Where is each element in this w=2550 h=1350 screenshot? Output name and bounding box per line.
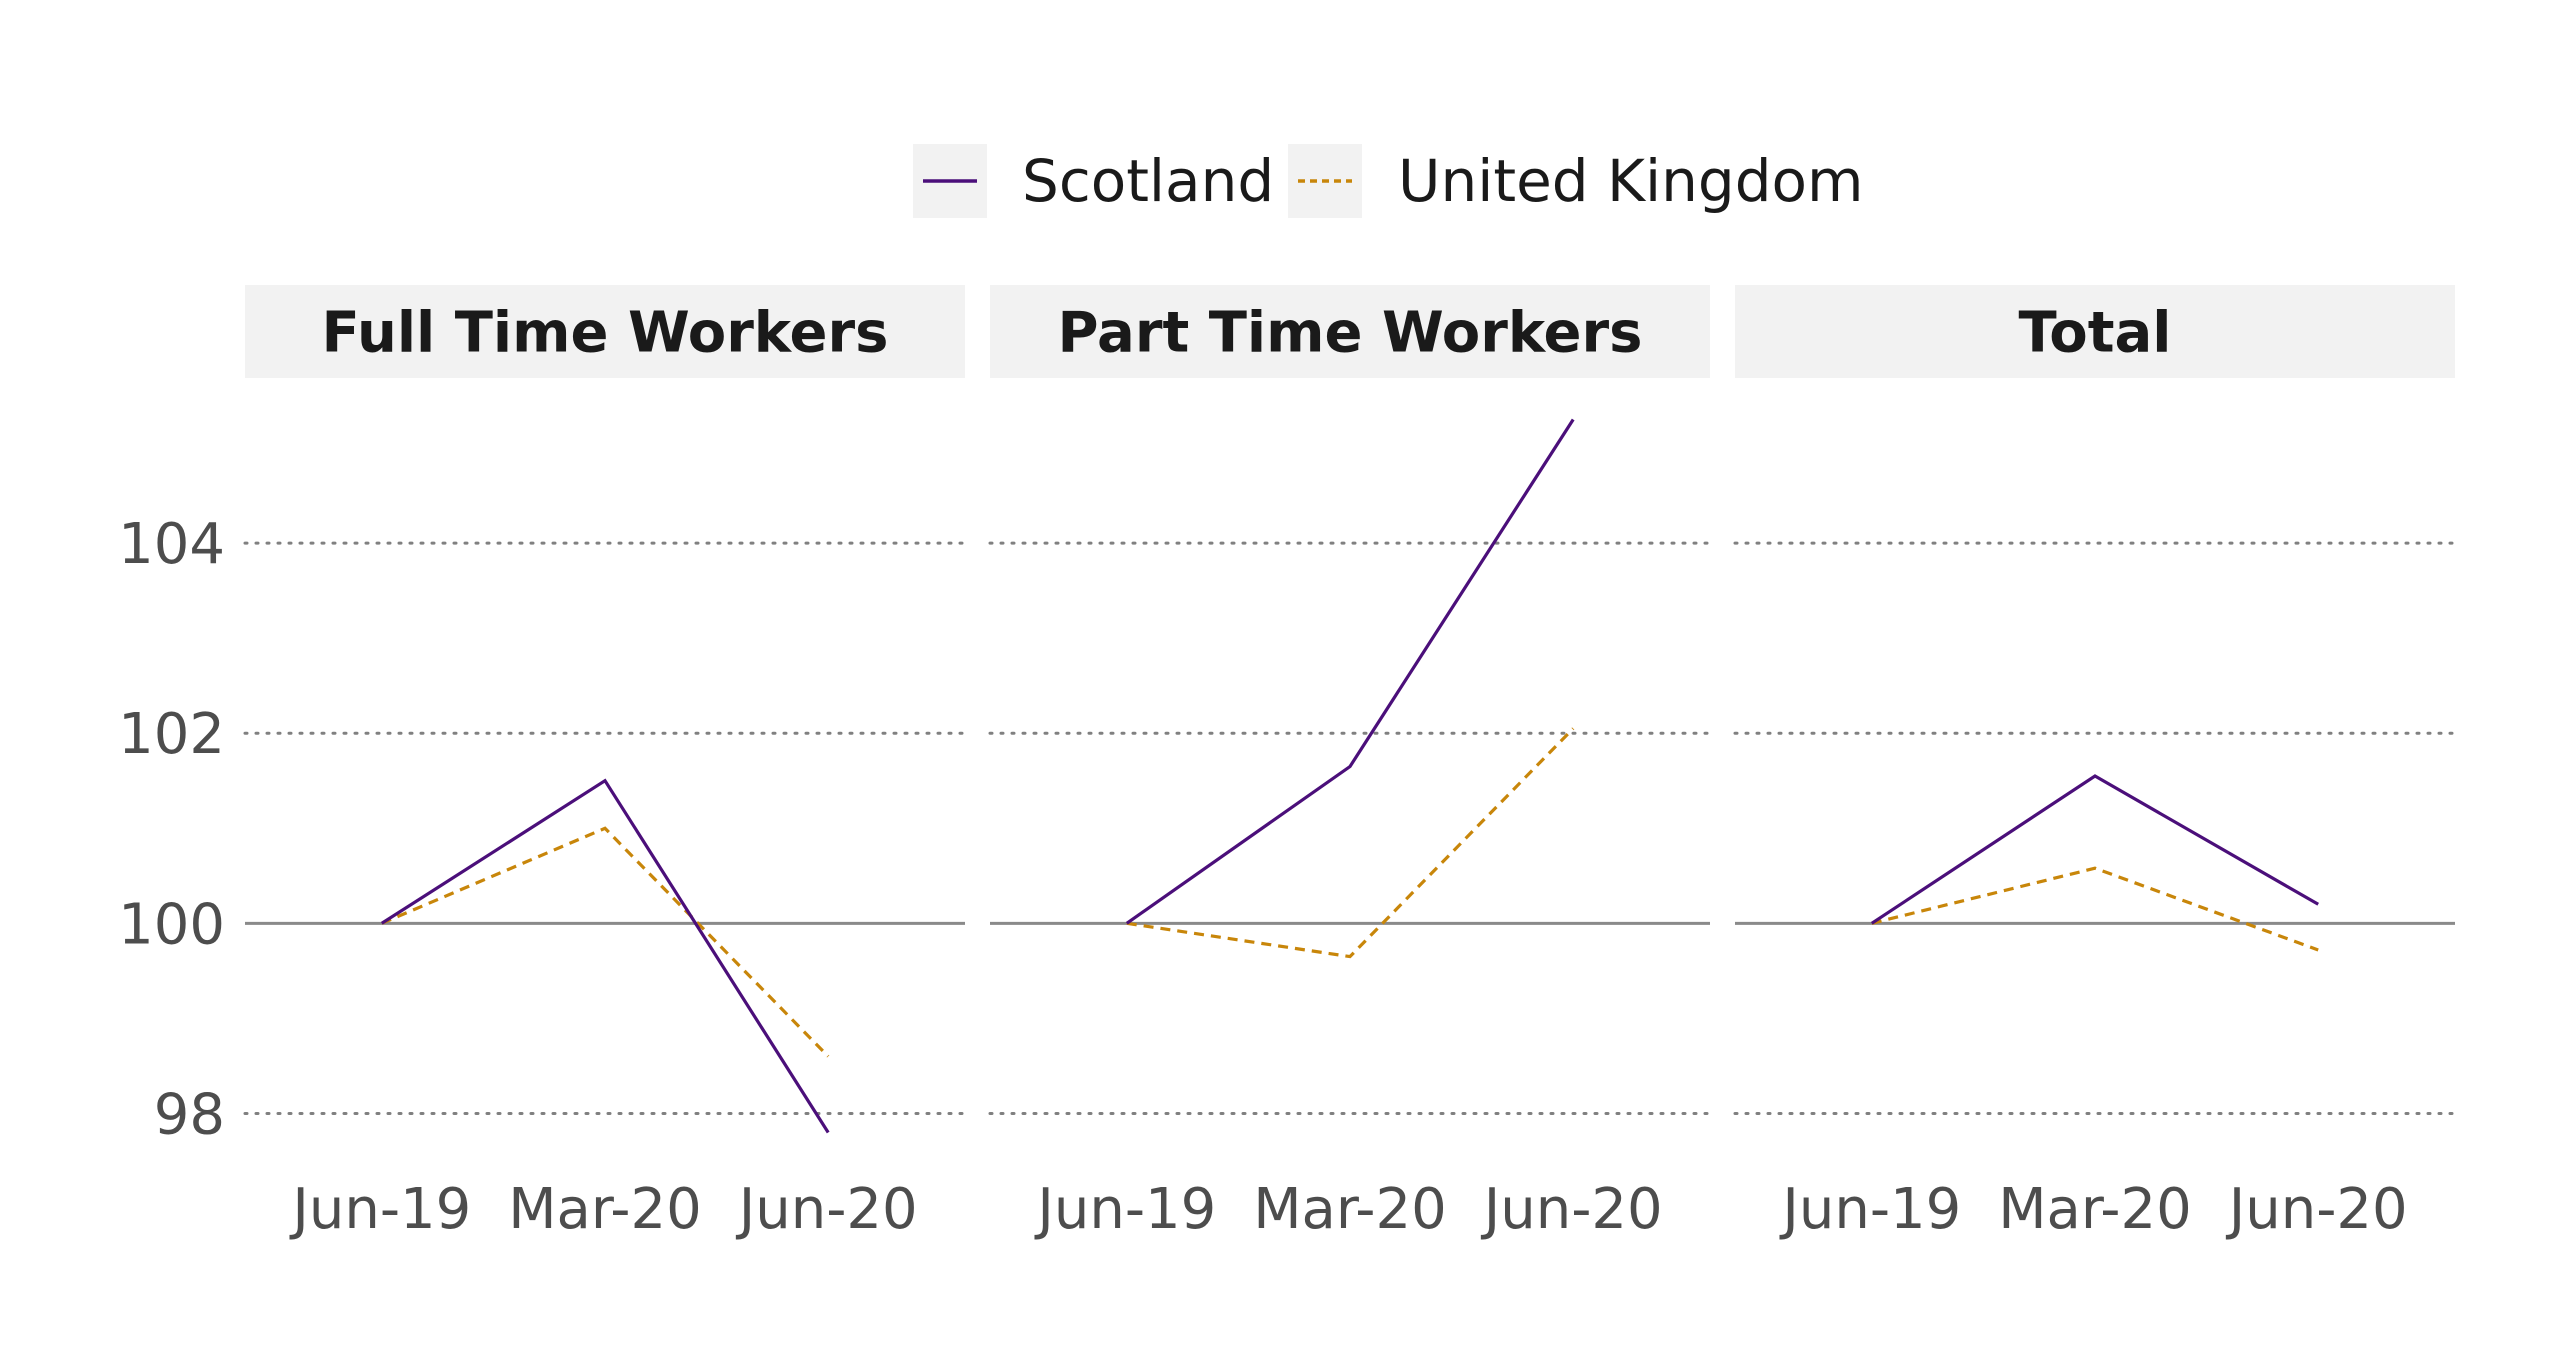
series-line-scotland [1125,418,1575,925]
data-point-scotland [1349,765,1352,768]
facet-title: Full Time Workers [322,301,889,366]
data-point-scotland [2094,774,2097,777]
x-tick-label: Mar-20 [1253,1177,1447,1242]
data-point-uk [2317,948,2320,951]
data-point-scotland [380,922,383,925]
data-point-uk [1572,727,1575,730]
x-tick-label: Jun-19 [289,1177,471,1242]
facet-strip [990,285,1710,378]
facet-strip [1735,285,2455,378]
data-point-scotland [2317,903,2320,906]
x-tick-label: Mar-20 [508,1177,702,1242]
data-point-uk [604,827,607,830]
facet-strip [245,285,965,378]
series-line-uk [381,826,830,1058]
x-tick-label: Jun-19 [1779,1177,1961,1242]
data-point-uk [827,1055,830,1058]
facet-title: Part Time Workers [1058,301,1643,366]
series-line-scotland [380,778,830,1134]
series-line-uk [1126,727,1575,959]
y-tick-label: 104 [118,512,225,577]
legend-label: Scotland [1022,147,1274,215]
data-point-scotland [827,1131,830,1134]
x-tick-label: Jun-19 [1034,1177,1216,1242]
data-point-uk [2094,867,2097,870]
x-tick-label: Mar-20 [1998,1177,2192,1242]
x-tick-label: Jun-20 [736,1177,918,1242]
data-point-uk [1349,955,1352,958]
data-point-scotland [1870,922,1873,925]
x-tick-label: Jun-20 [1481,1177,1663,1242]
series-line-uk [1871,866,2319,952]
y-tick-label: 102 [118,702,225,767]
legend-label: United Kingdom [1398,147,1864,215]
x-tick-label: Jun-20 [2226,1177,2408,1242]
data-point-scotland [1572,418,1575,421]
series-line-scotland [1870,774,2319,925]
facet-title: Total [2019,301,2172,366]
data-point-scotland [604,779,607,782]
data-point-scotland [1125,922,1128,925]
y-tick-label: 98 [154,1082,225,1147]
y-tick-label: 100 [118,892,225,957]
